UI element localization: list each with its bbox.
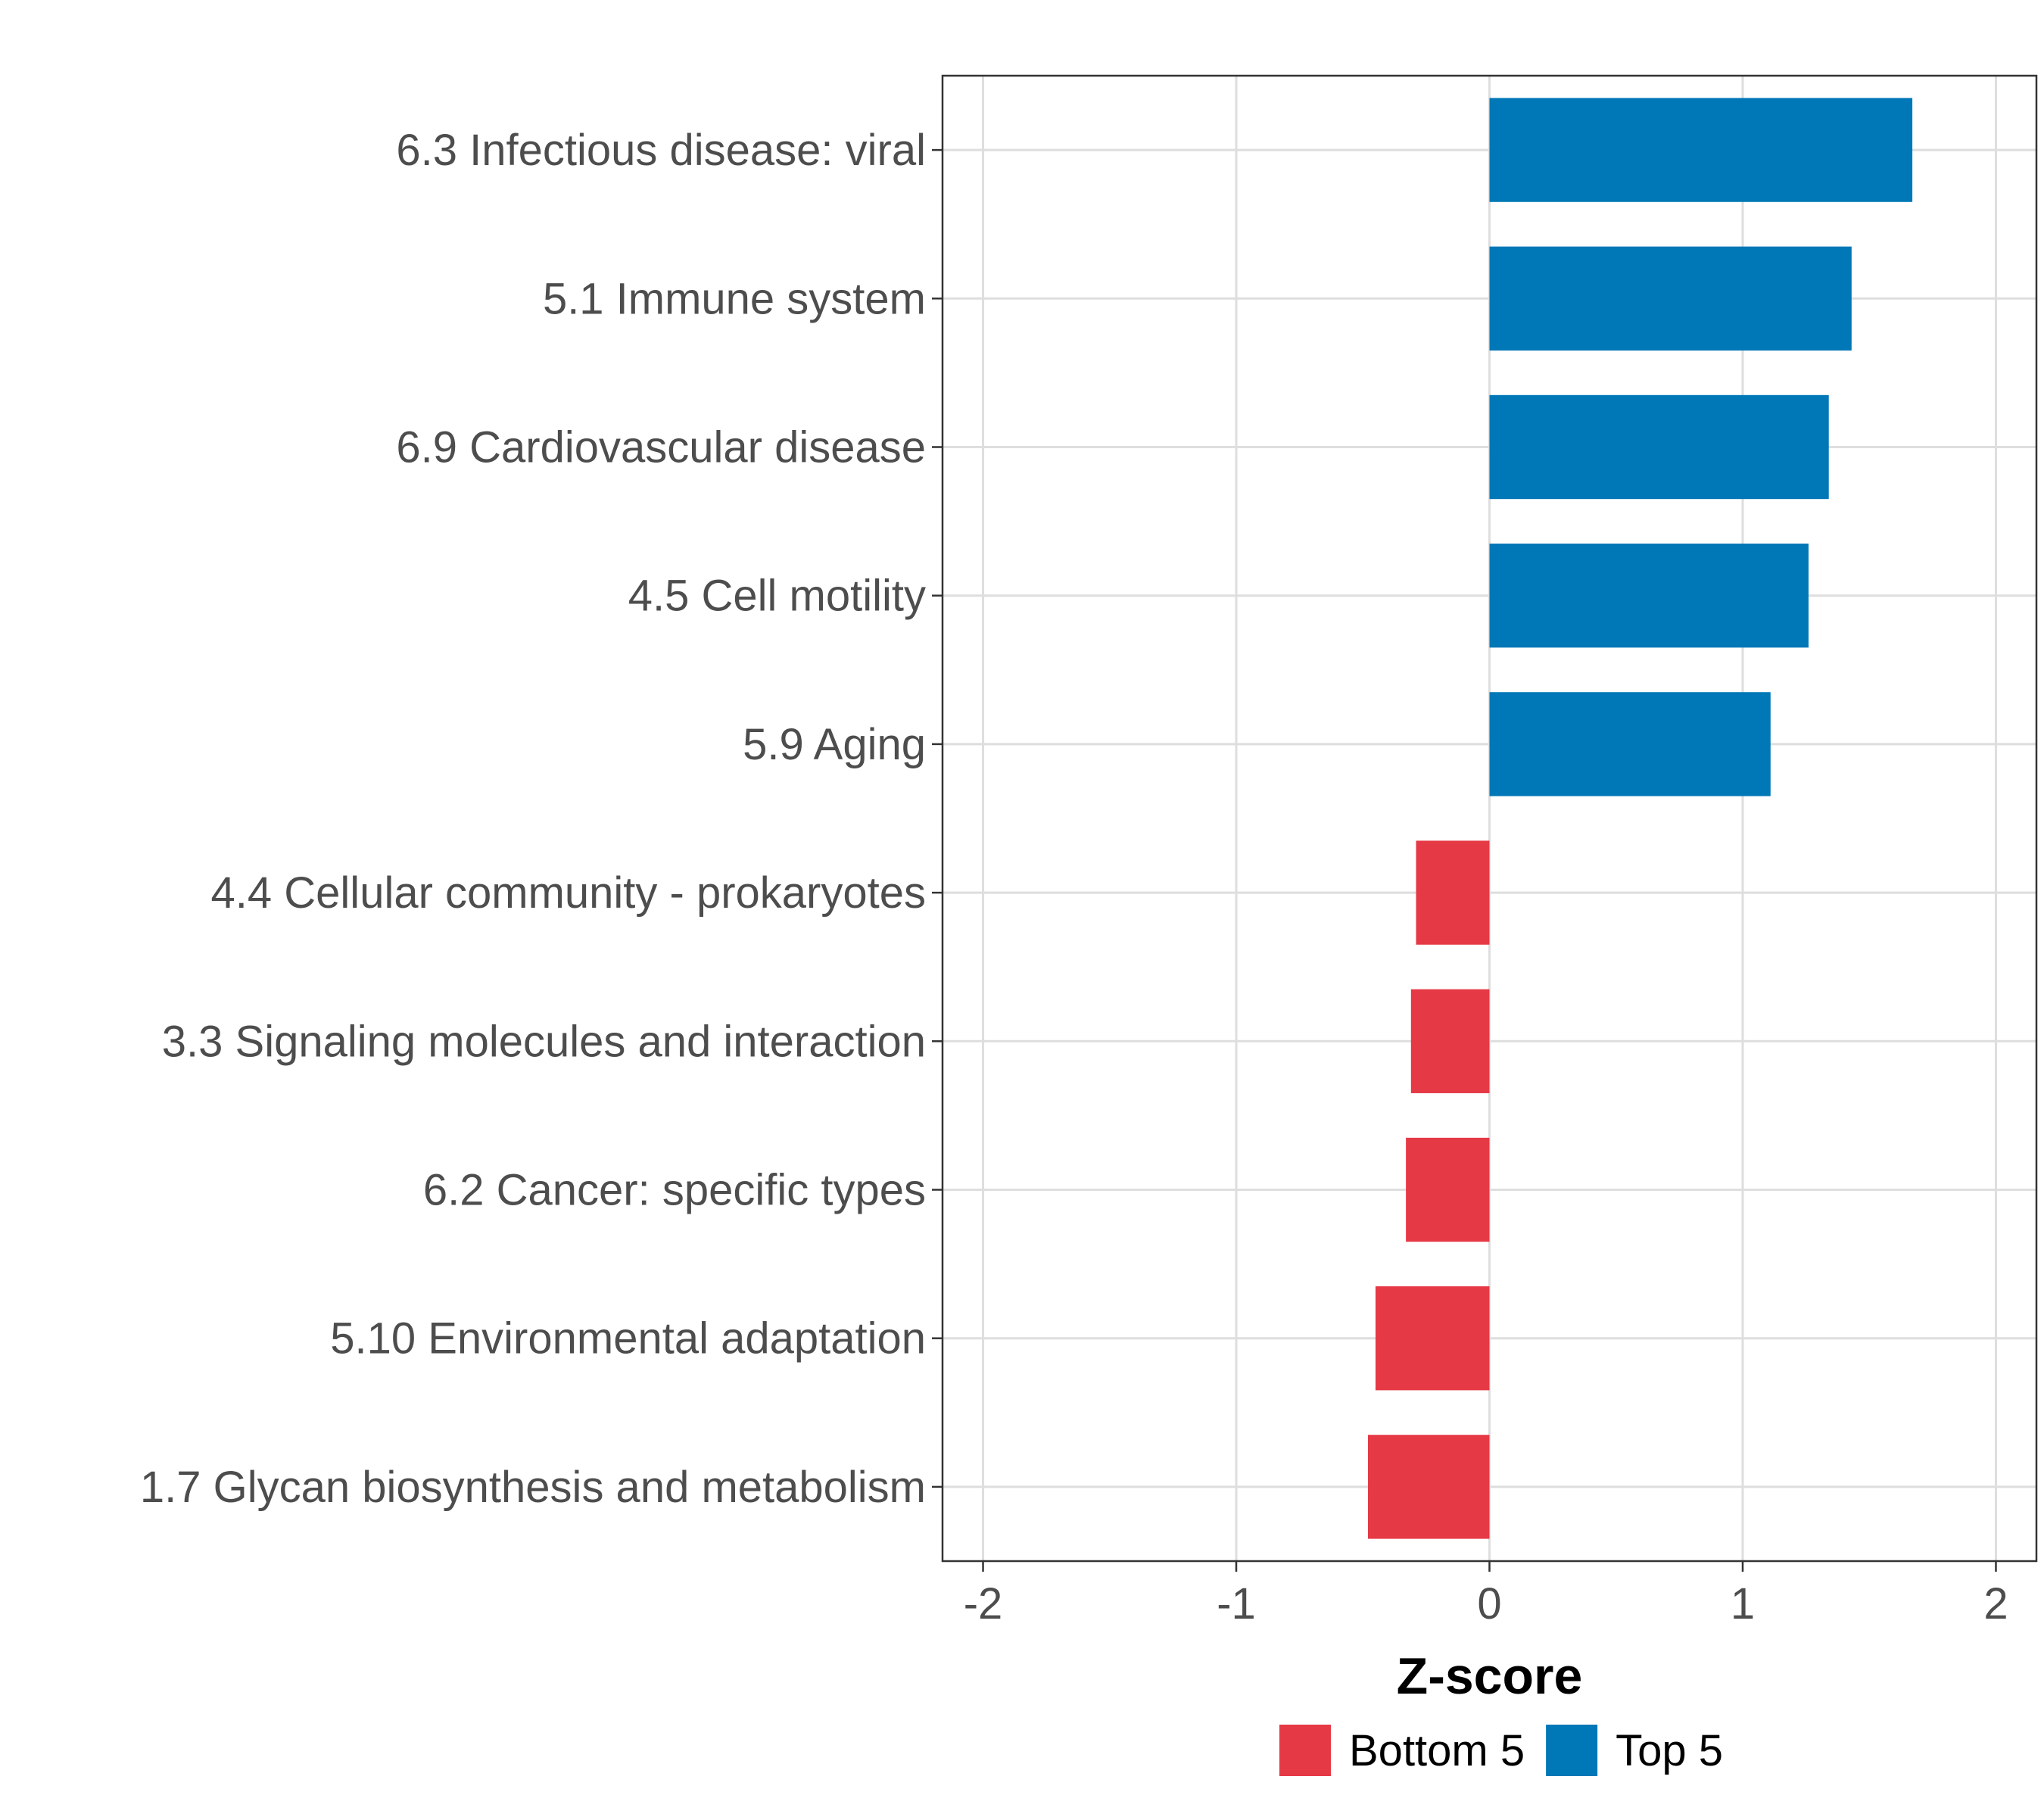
category-label: 6.9 Cardiovascular disease (396, 423, 926, 472)
x-tick-label: 2 (1983, 1579, 2008, 1628)
category-label: 5.1 Immune system (543, 274, 926, 323)
category-label: 1.7 Glycan biosynthesis and metabolism (140, 1463, 926, 1512)
bar (1375, 1286, 1490, 1391)
legend-key (1546, 1725, 1598, 1776)
bar (1489, 98, 1913, 202)
bars (1367, 98, 1913, 1539)
x-tick-labels: -2 -1 0 1 2 (964, 1579, 2008, 1628)
category-label: 4.4 Cellular community - prokaryotes (211, 868, 926, 918)
bar (1489, 394, 1829, 500)
bar (1489, 692, 1771, 796)
category-label: 6.3 Infectious disease: viral (396, 126, 926, 175)
category-label: 3.3 Signaling molecules and interaction (162, 1017, 926, 1066)
legend: Bottom 5 Top 5 (1279, 1725, 1723, 1776)
category-label: 5.10 Environmental adaptation (330, 1314, 926, 1364)
category-label: 6.2 Cancer: specific types (423, 1166, 926, 1215)
axis-ticks (932, 148, 1997, 1572)
bar (1416, 840, 1490, 945)
panel-border (941, 74, 2038, 1563)
legend-label: Bottom 5 (1349, 1726, 1525, 1775)
legend-key (1279, 1725, 1331, 1776)
x-tick-label: 1 (1731, 1579, 1755, 1628)
category-label: 5.9 Aging (743, 720, 926, 769)
bar (1367, 1435, 1490, 1539)
bar (1406, 1137, 1490, 1242)
category-label: 4.5 Cell motility (628, 572, 926, 621)
bar (1410, 989, 1490, 1093)
x-tick-label: -1 (1217, 1579, 1256, 1628)
category-labels: 6.3 Infectious disease: viral 5.1 Immune … (140, 126, 926, 1512)
bar (1489, 544, 1809, 648)
bar (1489, 246, 1852, 351)
x-tick-label: -2 (964, 1579, 1003, 1628)
x-tick-label: 0 (1477, 1579, 1501, 1628)
legend-label: Top 5 (1616, 1726, 1723, 1775)
x-axis-title: Z-score (1397, 1647, 1583, 1705)
